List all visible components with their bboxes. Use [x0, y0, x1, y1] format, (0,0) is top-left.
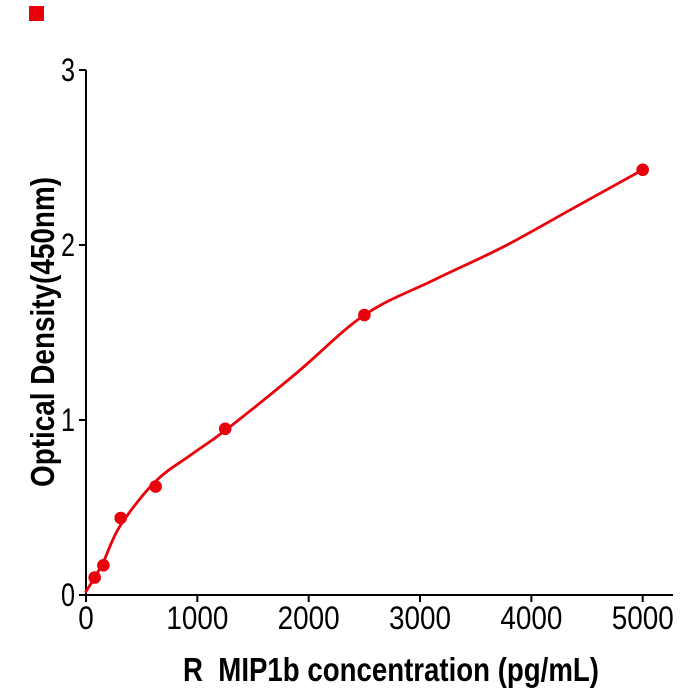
x-tick-label: 4000: [500, 600, 562, 636]
y-axis-ticks: 0 1 2 3: [61, 52, 86, 613]
data-point: [97, 559, 110, 572]
fitted-curve: [84, 168, 645, 593]
x-tick-label: 2000: [278, 600, 340, 636]
y-tick-label: 2: [61, 227, 75, 263]
x-tick-label: 5000: [612, 600, 674, 636]
y-tick-label: 1: [61, 402, 75, 438]
y-axis-title: Optical Density(450nm): [24, 177, 61, 487]
x-tick-label: 0: [78, 600, 94, 636]
data-point: [88, 571, 101, 584]
data-point: [149, 480, 162, 493]
red-corner-marker: [29, 6, 44, 21]
data-points: [88, 163, 649, 584]
data-point: [636, 163, 649, 177]
x-axis-title: R MIP1b concentration (pg/mL): [183, 651, 599, 688]
data-point: [358, 308, 371, 322]
data-point: [218, 422, 232, 436]
x-tick-label: 1000: [166, 600, 228, 636]
x-axis-ticks: 0 1000 2000 3000 4000 5000: [78, 595, 674, 636]
data-point: [114, 511, 127, 525]
y-tick-label: 3: [61, 52, 75, 88]
x-tick-label: 3000: [389, 600, 451, 636]
y-tick-label: 0: [61, 577, 75, 613]
